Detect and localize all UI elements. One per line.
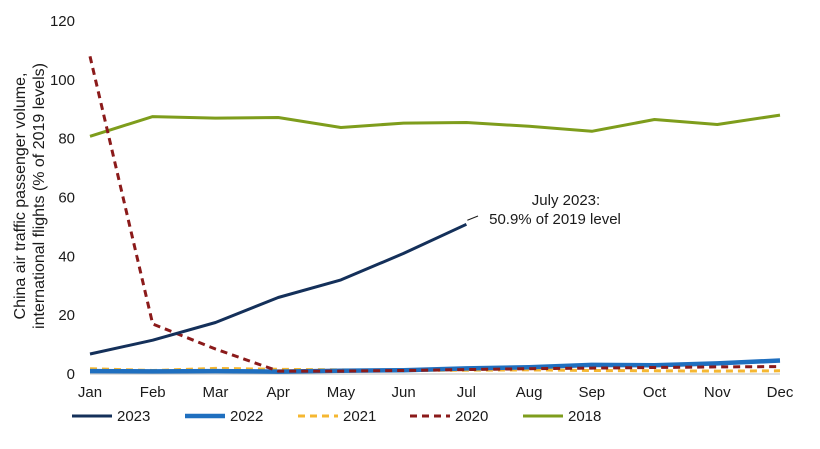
x-tick-label: Apr — [267, 384, 290, 401]
annotation: July 2023: 50.9% of 2019 level — [467, 192, 621, 228]
x-tick-label: Sep — [578, 384, 605, 401]
y-tick-label: 40 — [58, 248, 75, 265]
y-tick-label: 80 — [58, 131, 75, 148]
y-tick-label: 100 — [50, 72, 75, 89]
x-tick-label: Feb — [140, 384, 166, 401]
x-tick-label: Jan — [78, 384, 102, 401]
x-tick-label: Jun — [392, 384, 416, 401]
y-tick-label: 20 — [58, 307, 75, 324]
y-axis-title-line1: China air traffic passenger volume, — [12, 73, 29, 320]
series-layer — [88, 55, 781, 374]
series-line-2023 — [89, 222, 468, 356]
annotation-leader-line — [467, 215, 479, 221]
series-line-2018 — [89, 113, 781, 138]
legend-item-2022: 2022 — [185, 408, 263, 425]
legend-label: 2022 — [230, 408, 263, 425]
x-tick-label: May — [327, 384, 356, 401]
y-tick-labels: 0 20 40 60 80 100 120 — [50, 13, 75, 383]
x-tick-label: Jul — [457, 384, 476, 401]
y-tick-label: 60 — [58, 190, 75, 207]
x-tick-label: Dec — [767, 384, 794, 401]
series-line-2020 — [88, 55, 781, 373]
legend-label: 2021 — [343, 408, 376, 425]
legend-item-2023: 2023 — [72, 408, 150, 425]
legend-item-2020: 2020 — [410, 408, 488, 425]
y-tick-label: 120 — [50, 13, 75, 30]
legend-item-2021: 2021 — [298, 408, 376, 425]
x-tick-label: Mar — [203, 384, 229, 401]
legend-item-2018: 2018 — [523, 408, 601, 425]
legend: 2023 2022 2021 2020 2018 — [72, 408, 601, 425]
x-tick-label: Aug — [516, 384, 543, 401]
legend-label: 2023 — [117, 408, 150, 425]
annotation-line2: 50.9% of 2019 level — [489, 211, 621, 228]
y-axis-title: China air traffic passenger volume, inte… — [12, 63, 48, 329]
y-axis-title-line2: international flights (% of 2019 levels) — [31, 63, 48, 329]
y-tick-label: 0 — [67, 366, 75, 383]
legend-label: 2018 — [568, 408, 601, 425]
x-axis: Jan Feb Mar Apr May Jun Jul Aug Sep Oct Nov Dec — [78, 373, 794, 401]
x-tick-label: Oct — [643, 384, 667, 401]
x-tick-label: Nov — [704, 384, 731, 401]
legend-label: 2020 — [455, 408, 488, 425]
annotation-line1: July 2023: — [532, 192, 600, 209]
